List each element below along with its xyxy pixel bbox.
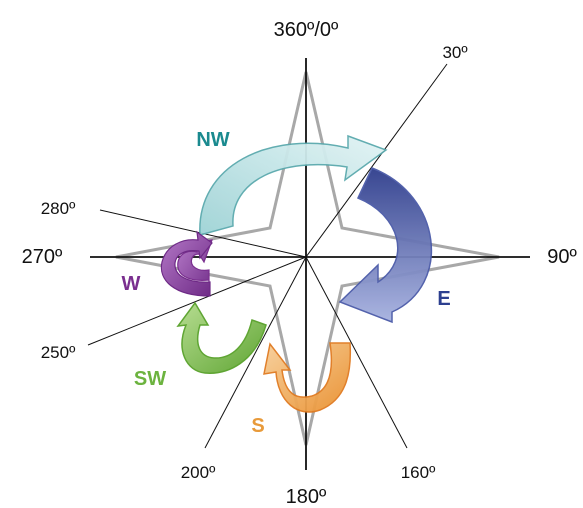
w-arrow-body	[160, 230, 213, 297]
label-160: 160º	[401, 463, 436, 482]
label-west: 270º	[22, 246, 63, 268]
label-30: 30º	[442, 43, 467, 62]
line-30	[305, 63, 448, 258]
direction-e: E	[437, 288, 450, 310]
s-arrow	[263, 342, 352, 413]
label-north: 360º/0º	[274, 19, 339, 41]
label-east: 90º	[547, 246, 577, 268]
label-south: 180º	[286, 486, 327, 508]
line-200	[204, 256, 307, 449]
line-160	[305, 256, 408, 449]
line-250	[87, 256, 307, 346]
direction-s: S	[251, 415, 264, 437]
sw-arrow	[176, 301, 267, 374]
direction-nw: NW	[196, 129, 229, 151]
label-280: 280º	[41, 199, 76, 218]
nw-arrow	[199, 134, 388, 236]
label-250: 250º	[41, 343, 76, 362]
label-200: 200º	[181, 463, 216, 482]
e-arrow	[338, 167, 433, 324]
direction-sw: SW	[134, 368, 166, 390]
direction-w: W	[122, 273, 141, 295]
